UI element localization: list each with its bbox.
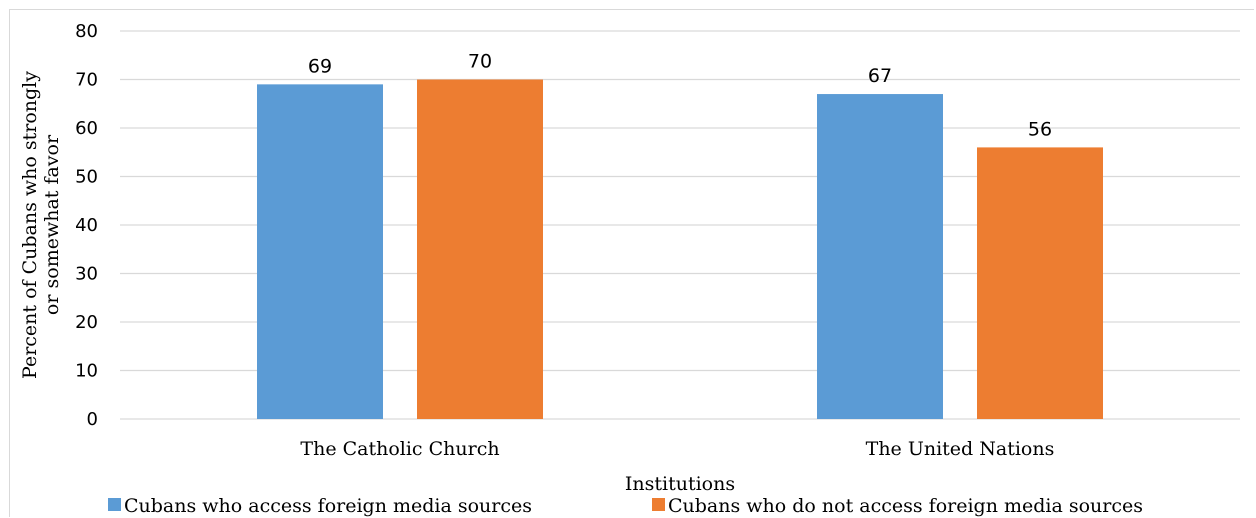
y-tick-label: 80	[75, 21, 98, 42]
bar	[257, 84, 383, 419]
y-tick-label: 50	[75, 167, 98, 188]
legend: Cubans who access foreign media sources …	[108, 495, 1143, 517]
y-tick-label: 0	[87, 409, 98, 430]
data-labels: 69 70 67 56	[308, 51, 1052, 141]
legend-swatch-no-access	[652, 498, 665, 511]
legend-label-access: Cubans who access foreign media sources	[124, 495, 532, 517]
y-axis-title-line-1: Percent of Cubans who strongly	[19, 71, 41, 379]
x-axis-title: Institutions	[625, 473, 735, 495]
y-axis-ticks: 0 10 20 30 40 50 60 70 80	[75, 21, 98, 430]
x-axis-categories: The Catholic Church The United Nations	[300, 438, 1054, 460]
y-axis-title-line-2: or somewhat favor	[41, 134, 63, 315]
x-category-label: The United Nations	[866, 438, 1055, 460]
chart-frame	[9, 9, 1254, 517]
y-tick-label: 20	[75, 312, 98, 333]
x-category-label: The Catholic Church	[300, 438, 499, 460]
y-tick-label: 40	[75, 215, 98, 236]
bar	[977, 147, 1103, 419]
legend-swatch-access	[108, 498, 121, 511]
data-label: 56	[1028, 118, 1052, 140]
y-axis-title: Percent of Cubans who strongly or somewh…	[19, 71, 63, 379]
legend-label-no-access: Cubans who do not access foreign media s…	[668, 495, 1143, 517]
y-tick-label: 30	[75, 264, 98, 285]
data-label: 67	[868, 65, 892, 87]
bar	[417, 79, 543, 419]
y-tick-label: 10	[75, 361, 98, 382]
y-tick-label: 70	[75, 70, 98, 91]
bar	[817, 94, 943, 420]
data-label: 70	[468, 51, 492, 73]
y-tick-label: 60	[75, 118, 98, 139]
data-label: 69	[308, 55, 332, 77]
bars	[257, 79, 1103, 420]
